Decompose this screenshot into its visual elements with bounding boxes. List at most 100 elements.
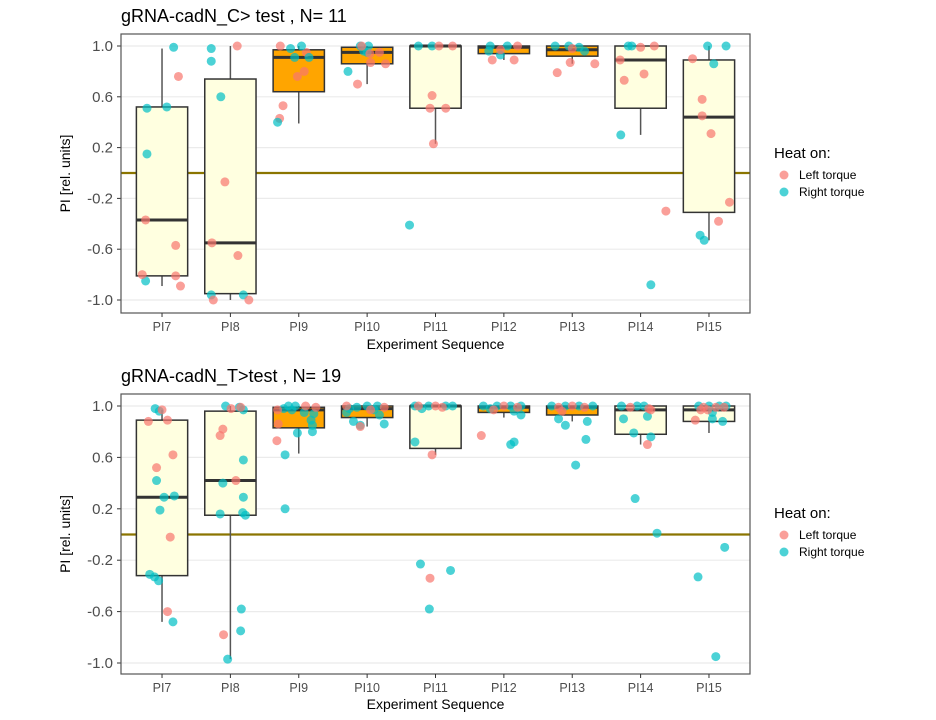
point-left-torque [219,630,229,640]
legend-swatch-left-torque [779,530,789,540]
point-right-torque [581,434,591,444]
point-right-torque [571,460,581,470]
point-right-torque [703,41,713,51]
point-left-torque [381,59,391,69]
x-tick-label: PI7 [153,681,172,695]
point-left-torque [165,532,175,542]
point-left-torque [567,44,577,54]
point-left-torque [642,440,652,450]
point-right-torque [588,401,598,411]
point-left-torque [557,406,567,416]
y-tick-label: 0.2 [92,501,113,518]
point-left-torque [646,405,656,415]
point-right-torque [627,41,637,51]
point-left-torque [703,405,713,415]
x-tick-label: PI15 [696,681,722,695]
point-right-torque [424,604,434,614]
point-right-torque [142,149,152,159]
point-right-torque [218,478,228,488]
point-left-torque [489,405,499,415]
point-right-torque [342,407,352,417]
point-left-torque [275,41,285,51]
point-left-torque [619,75,629,85]
point-right-torque [142,103,152,113]
point-right-torque [223,654,233,664]
point-left-torque [448,41,458,51]
point-right-torque [646,280,656,290]
point-right-torque [206,56,216,66]
box-PI11 [409,404,462,455]
point-left-torque [273,419,283,429]
point-right-torque [238,492,248,502]
point-right-torque [616,401,626,411]
point-right-torque [162,102,172,112]
point-right-torque [707,414,717,424]
box-rect [204,410,257,516]
point-left-torque [353,79,363,89]
point-left-torque [143,416,153,426]
x-tick-label: PI12 [491,681,517,695]
point-left-torque [215,431,225,441]
point-left-torque [513,41,523,51]
point-left-torque [232,41,242,51]
point-left-torque [431,401,440,411]
y-tick-label: -1.0 [87,655,113,672]
point-right-torque [580,46,590,56]
y-tick-label: 0.6 [92,449,113,466]
box-rect [409,45,462,109]
point-left-torque [162,415,172,425]
point-left-torque [157,405,167,415]
point-right-torque [415,559,425,569]
point-right-torque [721,41,731,51]
point-left-torque [724,197,734,207]
point-right-torque [711,652,721,662]
x-tick-label: PI13 [559,320,585,334]
point-left-torque [509,55,519,65]
point-right-torque [630,494,640,504]
point-left-torque [292,71,302,81]
y-tick-label: -1.0 [87,292,113,309]
x-axis-label: Experiment Sequence [367,696,505,712]
point-right-torque [718,416,728,426]
point-left-torque [513,402,523,412]
x-tick-label: PI10 [354,320,380,334]
point-right-torque [709,59,719,69]
point-left-torque [137,270,147,280]
point-left-torque [208,295,218,305]
point-left-torque [625,402,635,412]
point-right-torque [154,576,164,586]
point-right-torque [448,401,458,411]
point-right-torque [699,235,709,245]
x-tick-label: PI11 [423,681,448,695]
point-right-torque [632,401,642,411]
y-axis-label: PI [rel. units] [57,135,73,213]
point-right-torque [646,432,656,442]
point-right-torque [446,565,456,575]
point-right-torque [619,414,629,424]
point-right-torque [616,130,626,140]
x-tick-label: PI9 [289,681,308,695]
y-tick-label: 1.0 [92,38,113,55]
point-right-torque [516,410,526,420]
chart-title: gRNA-cadN_C> test , N= 11 [121,6,347,27]
point-right-torque [296,41,306,51]
point-left-torque [374,47,384,57]
point-left-torque [152,463,162,473]
point-left-torque [427,450,437,460]
point-right-torque [547,401,557,411]
point-right-torque [169,42,179,52]
point-left-torque [711,402,721,412]
point-left-torque [696,405,706,415]
point-left-torque [565,58,575,68]
point-left-torque [425,103,435,113]
point-left-torque [714,216,724,226]
point-left-torque [207,238,217,248]
point-left-torque [366,58,376,68]
point-left-torque [220,177,230,187]
point-left-torque [697,111,707,121]
point-right-torque [304,52,314,62]
point-right-torque [236,604,246,614]
x-tick-label: PI15 [696,320,722,334]
point-right-torque [413,41,423,51]
legend: Heat on: Left torque Right torque [774,145,865,199]
